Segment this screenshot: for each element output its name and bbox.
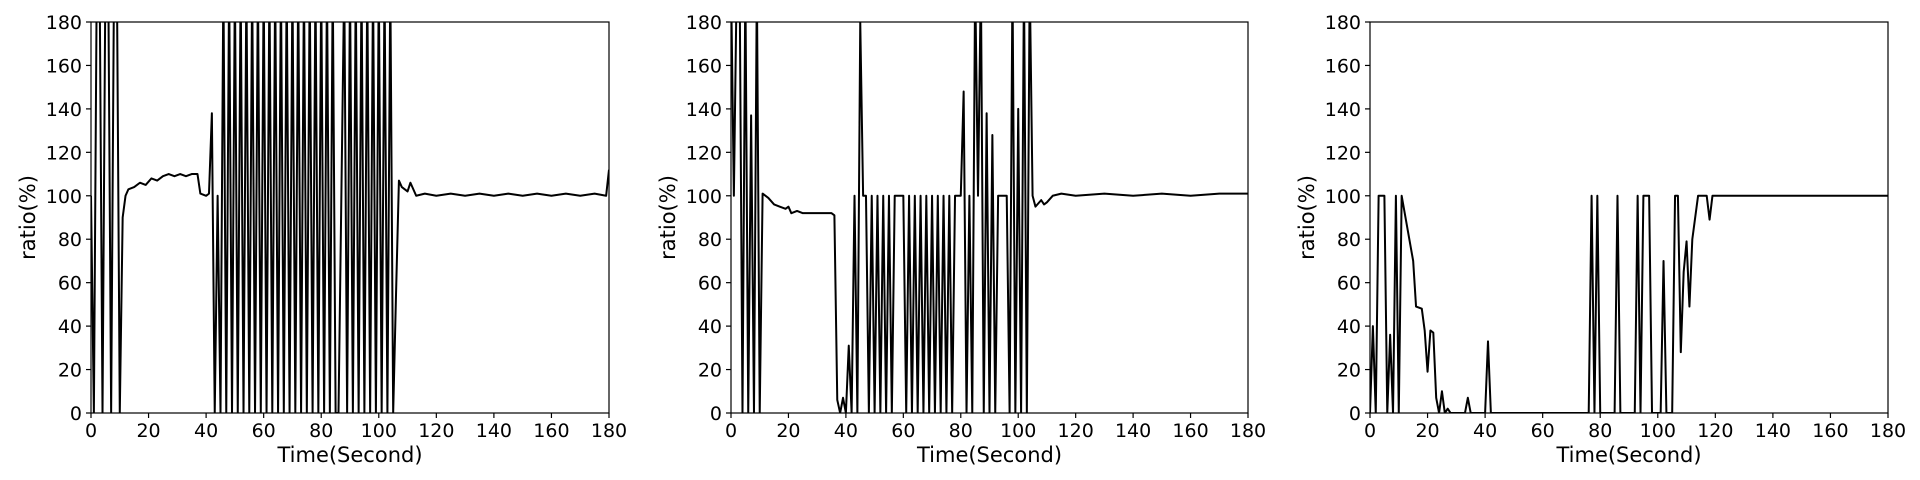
x-tick-label: 180: [1230, 420, 1266, 442]
x-tick-label: 100: [1000, 420, 1036, 442]
x-tick-label: 140: [1755, 420, 1791, 442]
x-tick-label: 80: [949, 420, 973, 442]
y-tick-label: 120: [1325, 142, 1361, 164]
y-tick-label: 100: [46, 186, 82, 208]
plot-frame: [1369, 21, 1889, 414]
x-tick-label: 100: [361, 420, 397, 442]
y-axis-label: ratio(%): [16, 175, 40, 260]
data-line: [1370, 194, 1888, 413]
y-tick-label: 0: [1349, 403, 1361, 425]
y-tick-label: 20: [698, 360, 722, 382]
x-tick-label: 120: [1058, 420, 1094, 442]
y-tick-label: 80: [58, 229, 82, 251]
subplot: 0 20 40 60 80 100 120 140 160 180 0 20 40 60 80 100 120 1…: [656, 12, 1266, 467]
x-tick-label: 60: [252, 420, 276, 442]
x-axis-label: Time(Second): [916, 443, 1062, 467]
y-tick-label: 60: [1337, 273, 1361, 295]
subplot: 0 20 40 60 80 100 120 140 160 180 0 20 40 60 80 100 120 1…: [16, 12, 627, 467]
x-tick-label: 40: [834, 420, 858, 442]
x-tick-label: 120: [418, 420, 454, 442]
x-tick-label: 60: [891, 420, 915, 442]
y-axis-label: ratio(%): [656, 175, 680, 260]
y-tick-label: 160: [686, 55, 722, 77]
x-tick-label: 160: [533, 420, 569, 442]
y-tick-label: 100: [686, 186, 722, 208]
y-tick-label: 180: [1325, 12, 1361, 34]
x-tick-label: 180: [591, 420, 627, 442]
plot-frame: [90, 21, 610, 414]
y-tick-label: 160: [1325, 55, 1361, 77]
y-tick-label: 120: [46, 142, 82, 164]
y-tick-label: 140: [1325, 99, 1361, 121]
y-tick-label: 80: [698, 229, 722, 251]
x-tick-label: 140: [1115, 420, 1151, 442]
x-tick-label: 80: [1588, 420, 1612, 442]
x-tick-label: 20: [776, 420, 800, 442]
y-tick-label: 0: [710, 403, 722, 425]
y-tick-label: 100: [1325, 186, 1361, 208]
y-tick-label: 40: [698, 316, 722, 338]
x-axis-label: Time(Second): [276, 443, 422, 467]
x-tick-label: 180: [1870, 420, 1906, 442]
x-tick-label: 0: [1364, 420, 1376, 442]
x-tick-label: 120: [1697, 420, 1733, 442]
y-tick-label: 120: [686, 142, 722, 164]
y-tick-label: 20: [58, 360, 82, 382]
x-tick-label: 20: [136, 420, 160, 442]
x-tick-label: 80: [309, 420, 333, 442]
data-line: [91, 22, 609, 413]
data-line: [731, 22, 1248, 413]
plot-frame: [730, 21, 1249, 414]
y-tick-label: 20: [1337, 360, 1361, 382]
x-axis-label: Time(Second): [1555, 443, 1701, 467]
x-tick-label: 40: [1473, 420, 1497, 442]
x-tick-label: 0: [725, 420, 737, 442]
y-axis-label: ratio(%): [1295, 175, 1319, 260]
x-tick-label: 20: [1415, 420, 1439, 442]
y-tick-label: 180: [686, 12, 722, 34]
x-tick-label: 40: [194, 420, 218, 442]
y-tick-label: 140: [46, 99, 82, 121]
y-tick-label: 80: [1337, 229, 1361, 251]
y-tick-label: 40: [1337, 316, 1361, 338]
x-tick-label: 0: [85, 420, 97, 442]
y-tick-label: 180: [46, 12, 82, 34]
x-tick-label: 160: [1172, 420, 1208, 442]
x-tick-label: 140: [476, 420, 512, 442]
x-tick-label: 100: [1640, 420, 1676, 442]
y-tick-label: 40: [58, 316, 82, 338]
y-tick-label: 60: [698, 273, 722, 295]
x-tick-label: 60: [1531, 420, 1555, 442]
y-tick-label: 160: [46, 55, 82, 77]
subplot: 0 20 40 60 80 100 120 140 160 180 0 20 40 60 80 100 120 1…: [1295, 12, 1906, 467]
x-tick-label: 160: [1812, 420, 1848, 442]
y-tick-label: 140: [686, 99, 722, 121]
y-tick-label: 0: [70, 403, 82, 425]
y-tick-label: 60: [58, 273, 82, 295]
